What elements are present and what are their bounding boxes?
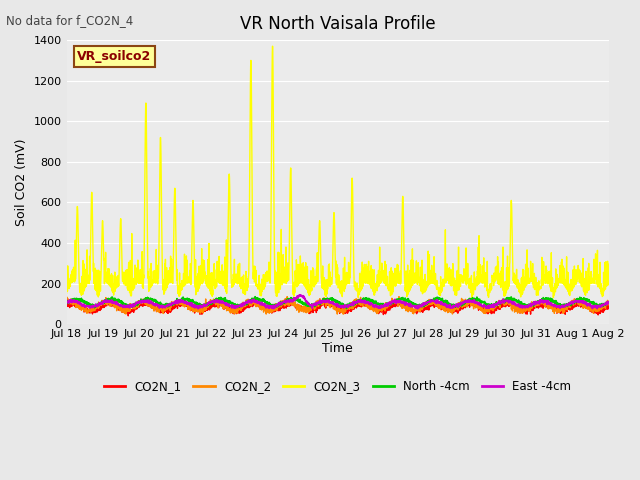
Y-axis label: Soil CO2 (mV): Soil CO2 (mV) [15, 138, 28, 226]
Title: VR North Vaisala Profile: VR North Vaisala Profile [240, 15, 435, 33]
X-axis label: Time: Time [323, 342, 353, 355]
Text: No data for f_CO2N_4: No data for f_CO2N_4 [6, 14, 134, 27]
Legend: CO2N_1, CO2N_2, CO2N_3, North -4cm, East -4cm: CO2N_1, CO2N_2, CO2N_3, North -4cm, East… [99, 375, 576, 398]
Text: VR_soilco2: VR_soilco2 [77, 50, 152, 63]
